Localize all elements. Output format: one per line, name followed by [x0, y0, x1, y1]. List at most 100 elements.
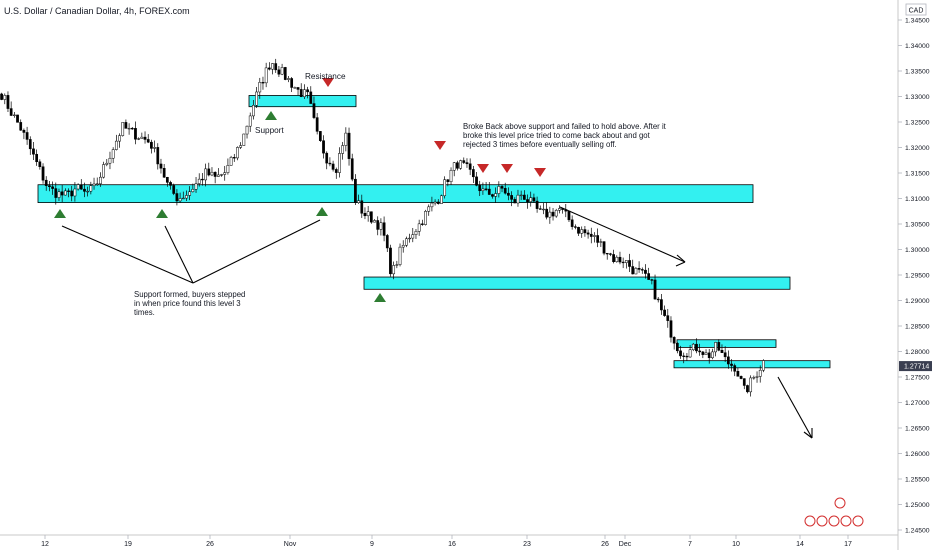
resistance-triangle-icon — [501, 164, 513, 173]
price-tick-label: 1.33000 — [905, 94, 930, 101]
candle-body — [143, 136, 147, 140]
candle-body — [274, 63, 278, 71]
event-flag-icon[interactable] — [852, 515, 864, 527]
candle-body — [41, 166, 45, 181]
time-tick-label: 23 — [523, 541, 531, 548]
price-tick-label: 1.29500 — [905, 273, 930, 280]
candle-body — [551, 211, 555, 217]
candle-body — [589, 233, 593, 237]
candle-body — [660, 299, 663, 311]
candle-body — [389, 247, 392, 275]
candle-body — [210, 171, 214, 176]
candle-body — [267, 67, 271, 70]
candle-body — [612, 254, 615, 263]
candle-body — [159, 163, 163, 169]
candle-body — [593, 235, 596, 237]
candle-body — [197, 178, 201, 184]
event-icons[interactable] — [804, 497, 864, 527]
candle-body — [146, 139, 150, 143]
candle-body — [67, 190, 70, 192]
price-tick-label: 1.27500 — [905, 375, 930, 382]
candle-body — [570, 219, 574, 227]
broke-note-line-3: rejected 3 times before eventually selli… — [463, 140, 617, 149]
candle-body — [526, 199, 529, 202]
event-flag-icon[interactable] — [834, 497, 846, 509]
candle-body — [105, 162, 109, 165]
price-tick-label: 1.34500 — [905, 18, 930, 25]
time-tick-label: 16 — [448, 541, 456, 548]
candle-body — [672, 337, 676, 344]
candle-body — [223, 172, 227, 175]
annotation-lines — [61, 206, 813, 439]
price-tick-label: 1.25500 — [905, 477, 930, 484]
candle-body — [491, 194, 494, 197]
candle-body — [726, 356, 730, 365]
candle-body — [325, 152, 329, 164]
event-flag-icon[interactable] — [816, 515, 828, 527]
resistance-triangle-icon — [477, 164, 489, 173]
candle-body — [529, 197, 533, 202]
candle-body — [12, 114, 16, 116]
candle-body — [363, 213, 367, 217]
candle-body — [48, 185, 51, 187]
time-tick-label: 12 — [41, 541, 49, 548]
candle-body — [513, 199, 517, 204]
candle-body — [516, 194, 520, 204]
time-tick-label: 14 — [796, 541, 804, 548]
candle-body — [35, 153, 39, 163]
event-flag-icon[interactable] — [840, 515, 852, 527]
candle-body — [758, 369, 762, 377]
support-note-line-2: in when price found this level 3 — [134, 299, 241, 308]
candle-body — [204, 168, 207, 181]
candle-body — [156, 147, 160, 165]
candle-body — [181, 197, 185, 200]
candle-body — [175, 193, 179, 202]
candle-body — [427, 206, 431, 212]
time-axis[interactable]: 12 19 26 Nov 9 16 23 26 Dec 7 10 14 17 — [41, 535, 852, 548]
candle-body — [398, 246, 402, 265]
price-tick-label: 1.26500 — [905, 426, 930, 433]
support-triangle-icon — [54, 209, 66, 218]
candle-body — [245, 125, 249, 135]
candle-body — [411, 234, 415, 239]
candle-body — [538, 208, 542, 210]
candle-body — [194, 183, 198, 190]
candle-body — [401, 244, 405, 248]
candle-body — [459, 160, 462, 169]
candle-body — [95, 183, 99, 185]
support-triangle-icon — [265, 111, 277, 120]
candle-body — [624, 260, 628, 263]
resistance-triangle-icon — [322, 78, 334, 87]
candle-body — [315, 117, 319, 132]
candle-body — [417, 223, 421, 232]
candle-body — [746, 385, 749, 393]
support-callout-line — [164, 225, 194, 284]
event-flag-icon[interactable] — [828, 515, 840, 527]
currency-box[interactable] — [905, 3, 927, 16]
candle-body — [16, 114, 19, 123]
time-tick-label: Nov — [284, 541, 297, 548]
price-zone — [673, 360, 831, 369]
time-tick-label: 17 — [844, 541, 852, 548]
candle-body — [76, 184, 80, 190]
candle-body — [519, 194, 523, 197]
candle-body — [114, 140, 118, 150]
candle-body — [573, 226, 577, 228]
candle-body — [86, 190, 90, 193]
candle-body — [252, 105, 255, 117]
candle-body — [599, 241, 603, 243]
price-axis[interactable]: 1.34500 1.34000 1.33500 1.33000 1.32500 1.320… — [898, 18, 930, 535]
candle-body — [261, 82, 265, 84]
candle-body — [0, 93, 3, 100]
candle-body — [510, 195, 513, 200]
candle-body — [647, 273, 651, 280]
candle-body — [446, 179, 450, 182]
candle-body — [723, 352, 727, 358]
candle-body — [436, 201, 440, 204]
candle-body — [602, 241, 606, 254]
time-tick-label: 10 — [732, 541, 740, 548]
event-flag-icon[interactable] — [804, 515, 816, 527]
candle-body — [60, 191, 64, 196]
candle-body — [229, 157, 233, 166]
